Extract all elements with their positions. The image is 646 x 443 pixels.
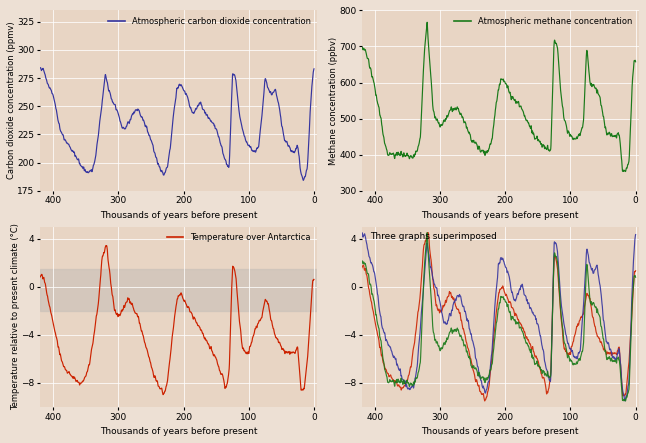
X-axis label: Thousands of years before present: Thousands of years before present — [422, 427, 579, 436]
Y-axis label: Carbon dioxide concentration (ppmv): Carbon dioxide concentration (ppmv) — [7, 22, 16, 179]
Legend: Temperature over Antarctica: Temperature over Antarctica — [164, 231, 313, 245]
Legend: Atmospheric methane concentration: Atmospheric methane concentration — [452, 15, 634, 29]
Text: Three graphs superimposed: Three graphs superimposed — [370, 232, 497, 241]
X-axis label: Thousands of years before present: Thousands of years before present — [100, 427, 258, 436]
X-axis label: Thousands of years before present: Thousands of years before present — [422, 211, 579, 220]
Y-axis label: Temperature relative to present climate (°C): Temperature relative to present climate … — [11, 223, 20, 410]
Y-axis label: Methane concentration (ppbv): Methane concentration (ppbv) — [329, 36, 338, 165]
Legend: Atmospheric carbon dioxide concentration: Atmospheric carbon dioxide concentration — [106, 15, 313, 29]
Bar — [40, 269, 317, 311]
X-axis label: Thousands of years before present: Thousands of years before present — [100, 211, 258, 220]
